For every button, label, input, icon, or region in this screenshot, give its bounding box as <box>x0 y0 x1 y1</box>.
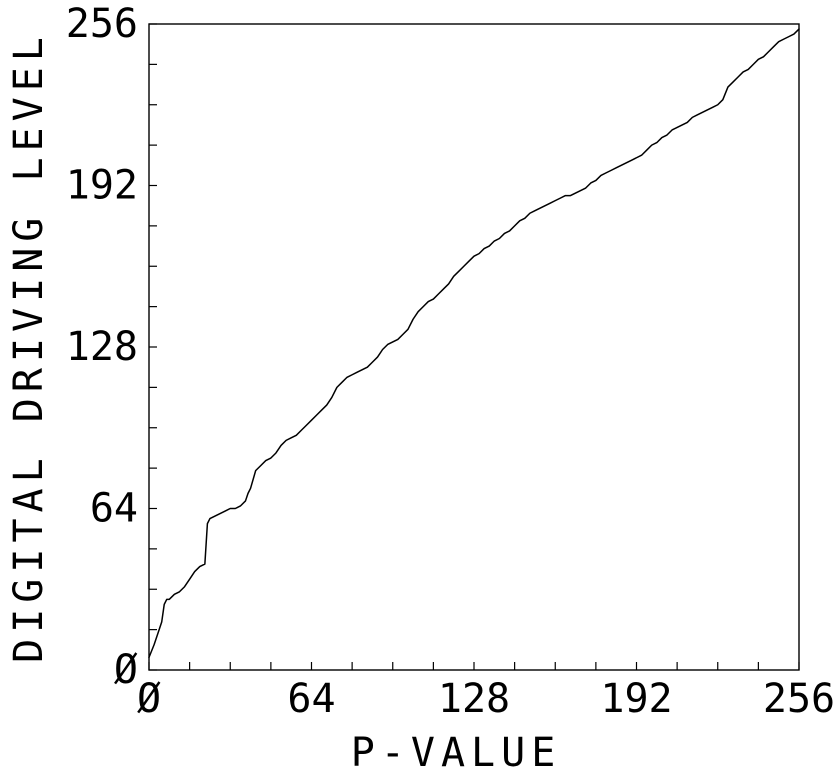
y-tick-label: 192 <box>66 163 138 209</box>
x-tick-label: 256 <box>763 676 835 722</box>
y-tick-label: 64 <box>90 486 138 532</box>
plot-frame <box>148 23 800 671</box>
y-tick-label: 256 <box>66 1 138 47</box>
series-line <box>148 28 800 659</box>
y-tick-label: Ø <box>114 647 138 693</box>
plot-frame-rect <box>148 23 800 671</box>
x-tick-label: Ø <box>137 676 161 722</box>
y-tick-labels: Ø 64 128 192 256 <box>66 1 138 693</box>
x-tick-labels: Ø 64 128 192 256 <box>137 676 835 722</box>
x-tick-label: 128 <box>438 676 510 722</box>
x-tick-label: 64 <box>287 676 335 722</box>
y-tick-label: 128 <box>66 324 138 370</box>
x-tick-label: 192 <box>600 676 672 722</box>
y-axis-title: DIGITAL DRIVING LEVEL <box>6 31 52 663</box>
minor-ticks <box>148 23 800 671</box>
x-axis-title: P-VALUE <box>351 730 562 776</box>
series-layer <box>148 28 800 659</box>
